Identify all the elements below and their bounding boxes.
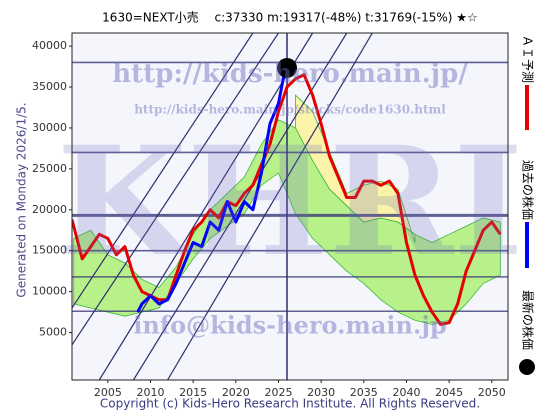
trend-line [72, 33, 279, 346]
y-tick-label: 15000 [32, 244, 67, 257]
y-tick-label: 25000 [32, 162, 67, 175]
legend-label: ＡＩ予測 [521, 35, 535, 83]
band-area [295, 94, 416, 243]
legend-swatch [519, 359, 535, 375]
x-tick-label: 2045 [435, 386, 463, 399]
trend-line [167, 33, 373, 380]
trend-line [98, 33, 314, 380]
footer: Copyright (c) Kids-Hero Research Institu… [100, 397, 480, 411]
x-tick-label: 2050 [478, 386, 506, 399]
watermark: info@kids-hero.main.jp [133, 311, 447, 340]
overlay: http://kids-hero.main.jp/http://kids-her… [57, 57, 524, 340]
x-tick-label: 2005 [94, 386, 122, 399]
y-tick-label: 30000 [32, 121, 67, 134]
x-tick-label: 2030 [307, 386, 335, 399]
latest-price-dot [277, 57, 298, 78]
x-tick-label: 2020 [222, 386, 250, 399]
y-tick-label: 20000 [32, 203, 67, 216]
watermark: KHRI [57, 114, 524, 290]
x-tick-label: 2010 [136, 386, 164, 399]
watermark: http://kids-hero.main.jp/ [112, 59, 468, 89]
y-tick-label: 35000 [32, 80, 67, 93]
plot-area [72, 33, 508, 380]
x-tick-label: 2015 [179, 386, 207, 399]
x-tick-label: 2035 [350, 386, 378, 399]
plot-border [71, 32, 509, 381]
trend-line [72, 33, 254, 309]
x-tick-label: 2040 [392, 386, 420, 399]
y-tick-label: 40000 [32, 39, 67, 52]
side-note: Generated on Monday 2026/1/5. [15, 102, 29, 297]
series-line [136, 67, 287, 313]
x-tick-label: 2025 [264, 386, 292, 399]
y-tick-label: 10000 [32, 285, 67, 298]
watermark: http://kids-hero.main.jp/stocks/code1630… [134, 103, 446, 117]
legend-label: 最新の株価 [521, 290, 536, 350]
y-tick-label: 5000 [39, 326, 67, 339]
series-line [72, 73, 502, 326]
legend-label: 過去の株価 [521, 160, 536, 220]
chart-title: 1630=NEXT小売 c:37330 m:19317(-48%) t:3176… [102, 10, 478, 25]
